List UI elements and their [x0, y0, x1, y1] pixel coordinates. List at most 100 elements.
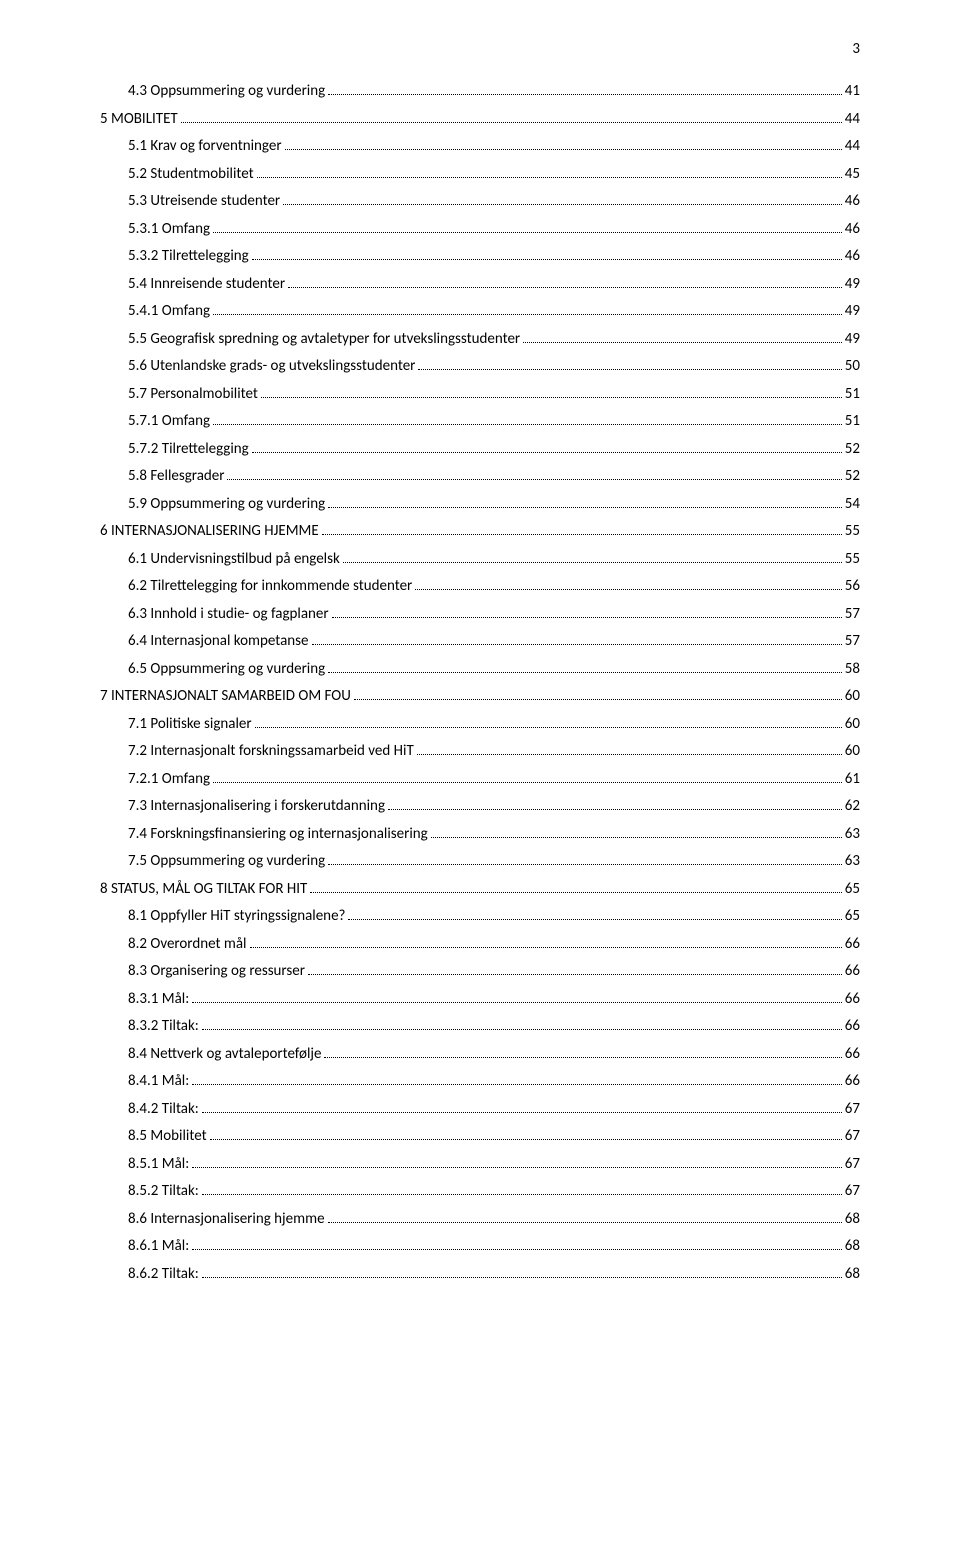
toc-entry[interactable]: 8.3.2 Tiltak: 66: [100, 1015, 860, 1038]
toc-entry[interactable]: 7 INTERNASJONALT SAMARBEID OM FOU 60: [100, 685, 860, 708]
toc-entry-label: 8.3.2 Tiltak:: [128, 1015, 199, 1038]
toc-leader-dots: [255, 727, 842, 728]
toc-entry-page: 45: [845, 163, 860, 186]
toc-entry-page: 67: [845, 1180, 860, 1203]
toc-entry-label: 6.5 Oppsummering og vurdering: [128, 658, 325, 681]
toc-entry-label: 8.6.2 Tiltak:: [128, 1263, 199, 1286]
toc-entry[interactable]: 7.2.1 Omfang 61: [100, 768, 860, 791]
toc-entry[interactable]: 8.2 Overordnet mål 66: [100, 933, 860, 956]
toc-leader-dots: [523, 342, 842, 343]
toc-entry-label: 8 STATUS, MÅL OG TILTAK FOR HIT: [100, 878, 307, 901]
toc-entry-label: 7.3 Internasjonalisering i forskerutdann…: [128, 795, 385, 818]
toc-entry[interactable]: 6 INTERNASJONALISERING HJEMME 55: [100, 520, 860, 543]
toc-entry-page: 66: [845, 960, 860, 983]
toc-entry[interactable]: 5.8 Fellesgrader 52: [100, 465, 860, 488]
toc-entry-label: 5.3 Utreisende studenter: [128, 190, 280, 213]
toc-entry-page: 49: [845, 273, 860, 296]
toc-entry[interactable]: 8.6.1 Mål: 68: [100, 1235, 860, 1258]
toc-entry[interactable]: 6.5 Oppsummering og vurdering 58: [100, 658, 860, 681]
table-of-contents: 4.3 Oppsummering og vurdering 41 5 MOBILI…: [100, 80, 860, 1285]
toc-entry-label: 7.2 Internasjonalt forskningssamarbeid v…: [128, 740, 414, 763]
toc-entry-label: 8.2 Overordnet mål: [128, 933, 247, 956]
toc-entry-page: 61: [845, 768, 860, 791]
toc-entry[interactable]: 5.4 Innreisende studenter 49: [100, 273, 860, 296]
toc-entry[interactable]: 5.4.1 Omfang 49: [100, 300, 860, 323]
toc-entry[interactable]: 8.3 Organisering og ressurser 66: [100, 960, 860, 983]
toc-entry-label: 7.5 Oppsummering og vurdering: [128, 850, 325, 873]
toc-entry-page: 60: [845, 740, 860, 763]
toc-entry[interactable]: 5.6 Utenlandske grads- og utvekslingsstu…: [100, 355, 860, 378]
toc-leader-dots: [192, 1084, 842, 1085]
toc-entry-label: 5.7 Personalmobilitet: [128, 383, 258, 406]
toc-leader-dots: [328, 507, 842, 508]
toc-leader-dots: [332, 617, 842, 618]
toc-entry[interactable]: 8.6.2 Tiltak: 68: [100, 1263, 860, 1286]
toc-leader-dots: [202, 1029, 842, 1030]
toc-entry[interactable]: 5.7.1 Omfang 51: [100, 410, 860, 433]
toc-entry-label: 8.5.2 Tiltak:: [128, 1180, 199, 1203]
toc-entry[interactable]: 7.4 Forskningsfinansiering og internasjo…: [100, 823, 860, 846]
toc-entry-label: 8.4.1 Mål:: [128, 1070, 189, 1093]
toc-entry-label: 4.3 Oppsummering og vurdering: [128, 80, 325, 103]
toc-entry[interactable]: 6.2 Tilrettelegging for innkommende stud…: [100, 575, 860, 598]
toc-entry[interactable]: 6.3 Innhold i studie- og fagplaner 57: [100, 603, 860, 626]
toc-leader-dots: [252, 452, 842, 453]
toc-entry[interactable]: 8.4 Nettverk og avtaleportefølje 66: [100, 1043, 860, 1066]
toc-entry-label: 8.1 Oppfyller HiT styringssignalene?: [128, 905, 345, 928]
toc-entry[interactable]: 7.1 Politiske signaler 60: [100, 713, 860, 736]
toc-entry-label: 8.5 Mobilitet: [128, 1125, 207, 1148]
toc-leader-dots: [348, 919, 841, 920]
toc-entry-label: 5.2 Studentmobilitet: [128, 163, 254, 186]
toc-entry[interactable]: 4.3 Oppsummering og vurdering 41: [100, 80, 860, 103]
toc-entry-label: 5 MOBILITET: [100, 108, 178, 131]
toc-entry-page: 65: [845, 905, 860, 928]
toc-entry[interactable]: 5.3 Utreisende studenter 46: [100, 190, 860, 213]
toc-entry-page: 68: [845, 1263, 860, 1286]
toc-entry[interactable]: 7.2 Internasjonalt forskningssamarbeid v…: [100, 740, 860, 763]
toc-entry-label: 5.7.2 Tilrettelegging: [128, 438, 249, 461]
toc-entry[interactable]: 8.6 Internasjonalisering hjemme 68: [100, 1208, 860, 1231]
toc-entry[interactable]: 5.5 Geografisk spredning og avtaletyper …: [100, 328, 860, 351]
toc-entry[interactable]: 7.3 Internasjonalisering i forskerutdann…: [100, 795, 860, 818]
toc-leader-dots: [202, 1277, 842, 1278]
toc-entry[interactable]: 5.3.1 Omfang 46: [100, 218, 860, 241]
toc-entry[interactable]: 5.7 Personalmobilitet 51: [100, 383, 860, 406]
toc-leader-dots: [192, 1167, 842, 1168]
toc-entry-label: 7.1 Politiske signaler: [128, 713, 252, 736]
toc-leader-dots: [257, 177, 842, 178]
toc-entry[interactable]: 5.2 Studentmobilitet 45: [100, 163, 860, 186]
toc-entry[interactable]: 5 MOBILITET 44: [100, 108, 860, 131]
toc-entry-page: 44: [845, 135, 860, 158]
toc-leader-dots: [210, 1139, 842, 1140]
toc-entry[interactable]: 5.3.2 Tilrettelegging 46: [100, 245, 860, 268]
toc-entry[interactable]: 5.7.2 Tilrettelegging 52: [100, 438, 860, 461]
toc-entry[interactable]: 8 STATUS, MÅL OG TILTAK FOR HIT 65: [100, 878, 860, 901]
toc-entry-label: 8.4 Nettverk og avtaleportefølje: [128, 1043, 321, 1066]
toc-entry-label: 5.4 Innreisende studenter: [128, 273, 285, 296]
toc-entry-page: 50: [845, 355, 860, 378]
toc-entry-label: 6.2 Tilrettelegging for innkommende stud…: [128, 575, 412, 598]
toc-leader-dots: [328, 672, 842, 673]
toc-entry[interactable]: 5.9 Oppsummering og vurdering 54: [100, 493, 860, 516]
toc-entry[interactable]: 6.1 Undervisningstilbud på engelsk 55: [100, 548, 860, 571]
toc-leader-dots: [324, 1057, 841, 1058]
toc-entry-label: 8.5.1 Mål:: [128, 1153, 189, 1176]
toc-entry[interactable]: 8.5.2 Tiltak: 67: [100, 1180, 860, 1203]
toc-entry[interactable]: 8.1 Oppfyller HiT styringssignalene? 65: [100, 905, 860, 928]
toc-entry[interactable]: 8.5 Mobilitet 67: [100, 1125, 860, 1148]
toc-entry[interactable]: 7.5 Oppsummering og vurdering 63: [100, 850, 860, 873]
toc-entry-label: 5.3.2 Tilrettelegging: [128, 245, 249, 268]
toc-entry[interactable]: 8.4.2 Tiltak: 67: [100, 1098, 860, 1121]
toc-entry[interactable]: 8.4.1 Mål: 66: [100, 1070, 860, 1093]
toc-leader-dots: [192, 1002, 842, 1003]
toc-entry[interactable]: 6.4 Internasjonal kompetanse 57: [100, 630, 860, 653]
toc-entry[interactable]: 8.5.1 Mål: 67: [100, 1153, 860, 1176]
toc-entry-page: 57: [845, 630, 860, 653]
toc-entry[interactable]: 5.1 Krav og forventninger 44: [100, 135, 860, 158]
toc-entry-label: 6.3 Innhold i studie- og fagplaner: [128, 603, 329, 626]
toc-leader-dots: [328, 1222, 842, 1223]
toc-entry-page: 67: [845, 1153, 860, 1176]
toc-entry[interactable]: 8.3.1 Mål: 66: [100, 988, 860, 1011]
toc-entry-page: 62: [845, 795, 860, 818]
toc-entry-label: 5.4.1 Omfang: [128, 300, 210, 323]
